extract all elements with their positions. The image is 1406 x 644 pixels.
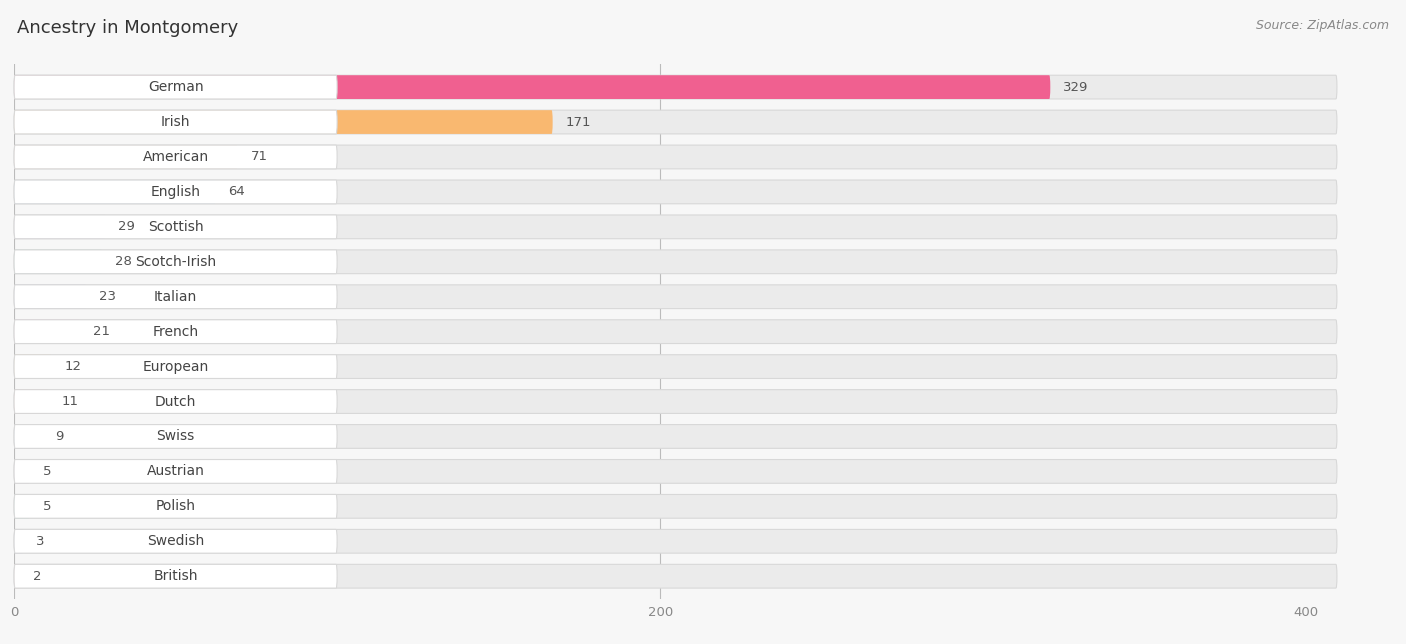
FancyBboxPatch shape <box>14 75 337 99</box>
FancyBboxPatch shape <box>14 215 1337 239</box>
FancyBboxPatch shape <box>14 564 1337 588</box>
FancyBboxPatch shape <box>14 285 337 308</box>
FancyBboxPatch shape <box>14 215 105 239</box>
Text: British: British <box>153 569 198 583</box>
Text: 11: 11 <box>62 395 79 408</box>
FancyBboxPatch shape <box>14 495 337 518</box>
Text: 5: 5 <box>42 465 51 478</box>
FancyBboxPatch shape <box>14 355 1337 379</box>
FancyBboxPatch shape <box>14 529 1337 553</box>
Text: 171: 171 <box>565 115 591 129</box>
FancyBboxPatch shape <box>14 75 1050 99</box>
FancyBboxPatch shape <box>14 180 215 204</box>
FancyBboxPatch shape <box>14 495 1337 518</box>
FancyBboxPatch shape <box>14 390 337 413</box>
Text: 5: 5 <box>42 500 51 513</box>
Text: 64: 64 <box>229 185 245 198</box>
Text: Scottish: Scottish <box>148 220 204 234</box>
FancyBboxPatch shape <box>14 250 337 274</box>
FancyBboxPatch shape <box>14 320 337 343</box>
Text: 71: 71 <box>250 151 267 164</box>
FancyBboxPatch shape <box>14 564 20 588</box>
Text: Ancestry in Montgomery: Ancestry in Montgomery <box>17 19 238 37</box>
Text: Polish: Polish <box>156 499 195 513</box>
FancyBboxPatch shape <box>14 250 1337 274</box>
Text: European: European <box>142 359 208 374</box>
FancyBboxPatch shape <box>14 145 337 169</box>
Text: Swedish: Swedish <box>148 535 204 548</box>
FancyBboxPatch shape <box>14 495 30 518</box>
Text: English: English <box>150 185 201 199</box>
Text: Austrian: Austrian <box>146 464 204 478</box>
Text: 29: 29 <box>118 220 135 233</box>
Text: Dutch: Dutch <box>155 395 197 408</box>
FancyBboxPatch shape <box>14 529 337 553</box>
FancyBboxPatch shape <box>14 460 337 483</box>
FancyBboxPatch shape <box>14 424 42 448</box>
FancyBboxPatch shape <box>14 564 337 588</box>
FancyBboxPatch shape <box>14 285 87 308</box>
Text: Scotch-Irish: Scotch-Irish <box>135 255 217 269</box>
Text: Swiss: Swiss <box>156 430 194 444</box>
Text: Italian: Italian <box>155 290 197 304</box>
FancyBboxPatch shape <box>14 460 30 483</box>
FancyBboxPatch shape <box>14 110 1337 134</box>
FancyBboxPatch shape <box>14 424 1337 448</box>
Text: 2: 2 <box>34 570 42 583</box>
FancyBboxPatch shape <box>14 390 49 413</box>
Text: Irish: Irish <box>160 115 190 129</box>
FancyBboxPatch shape <box>14 390 1337 413</box>
Text: 12: 12 <box>65 360 82 373</box>
FancyBboxPatch shape <box>14 250 103 274</box>
FancyBboxPatch shape <box>14 145 238 169</box>
FancyBboxPatch shape <box>14 180 337 204</box>
Text: 21: 21 <box>93 325 110 338</box>
FancyBboxPatch shape <box>14 285 1337 308</box>
Text: French: French <box>152 325 198 339</box>
FancyBboxPatch shape <box>14 320 80 343</box>
FancyBboxPatch shape <box>14 355 337 379</box>
Text: Source: ZipAtlas.com: Source: ZipAtlas.com <box>1256 19 1389 32</box>
FancyBboxPatch shape <box>14 180 1337 204</box>
Text: 28: 28 <box>115 255 132 269</box>
FancyBboxPatch shape <box>14 529 24 553</box>
FancyBboxPatch shape <box>14 424 337 448</box>
FancyBboxPatch shape <box>14 320 1337 343</box>
FancyBboxPatch shape <box>14 145 1337 169</box>
FancyBboxPatch shape <box>14 110 553 134</box>
Text: 329: 329 <box>1063 80 1088 93</box>
Text: 23: 23 <box>100 290 117 303</box>
FancyBboxPatch shape <box>14 110 337 134</box>
FancyBboxPatch shape <box>14 355 52 379</box>
FancyBboxPatch shape <box>14 460 1337 483</box>
Text: German: German <box>148 80 204 94</box>
Text: 3: 3 <box>37 535 45 548</box>
FancyBboxPatch shape <box>14 215 337 239</box>
FancyBboxPatch shape <box>14 75 1337 99</box>
Text: American: American <box>142 150 208 164</box>
Text: 9: 9 <box>55 430 63 443</box>
